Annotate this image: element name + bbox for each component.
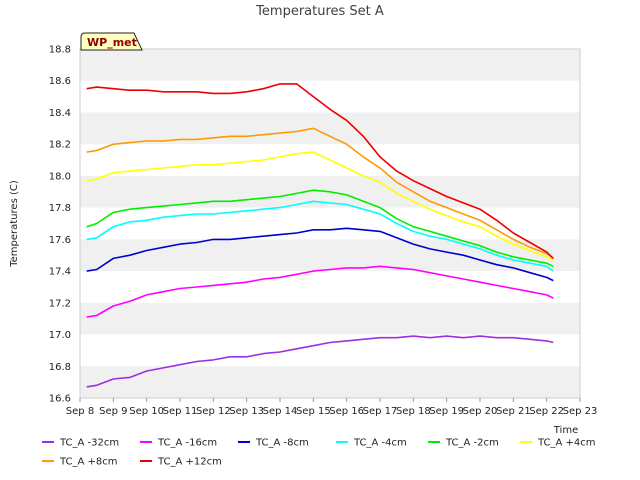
legend-label: TC_A +12cm	[157, 457, 222, 468]
y-tick-label: 18.0	[49, 171, 71, 182]
series-line	[86, 189, 554, 268]
grid-band	[80, 112, 580, 145]
x-tick-label: Sep 21	[496, 406, 531, 417]
series-line	[86, 127, 554, 260]
x-tick-label: Sep 16	[329, 406, 364, 417]
x-tick-label: Sep 14	[263, 406, 298, 417]
y-tick-label: 18.4	[49, 108, 71, 119]
y-tick-label: 18.2	[49, 140, 71, 151]
plot-area	[79, 48, 581, 399]
legend-label: TC_A -16cm	[157, 438, 217, 449]
y-tick-label: 17.8	[49, 203, 71, 214]
y-axis-label: Temperatures (C)	[9, 180, 20, 268]
y-tick-label: 18.6	[49, 76, 71, 87]
x-tick-label: Sep 23	[563, 406, 598, 417]
series-lines	[86, 83, 554, 388]
legend-label: TC_A -2cm	[445, 438, 499, 449]
y-axis-ticks: 16.6 16.8 17.0 17.2 17.4 17.6 17.8 18.0 18.2 18.4…	[49, 45, 71, 405]
station-badge: WP_met	[80, 32, 143, 51]
x-tick-label: Sep 17	[363, 406, 398, 417]
y-tick-label: 16.6	[49, 394, 71, 405]
series-line	[86, 227, 554, 282]
x-tick-label: Sep 22	[529, 406, 564, 417]
grid-band	[80, 49, 580, 81]
legend-label: TC_A -8cm	[255, 438, 309, 449]
chart-title: Temperatures Set A	[255, 4, 384, 19]
legend-label: TC_A +4cm	[537, 438, 596, 449]
y-tick-label: 17.2	[49, 298, 71, 309]
y-tick-label: 17.4	[49, 267, 71, 278]
series-line	[86, 265, 554, 318]
x-tick-label: Sep 12	[196, 406, 231, 417]
x-tick-label: Sep 11	[163, 406, 198, 417]
x-tick-label: Sep 10	[129, 406, 164, 417]
badge-shape	[80, 32, 143, 51]
y-tick-label: 17.0	[49, 330, 71, 341]
series-line	[86, 83, 554, 259]
series-line	[86, 335, 554, 388]
badge-label: WP_met	[87, 36, 137, 49]
x-tick-label: Sep 18	[396, 406, 431, 417]
grid-band	[80, 302, 580, 335]
x-axis-label: Time	[553, 425, 578, 436]
y-tick-label: 18.8	[49, 45, 71, 56]
legend-label: TC_A -32cm	[59, 438, 119, 449]
legend-label: TC_A -4cm	[353, 438, 407, 449]
y-tick-label: 17.6	[49, 235, 71, 246]
x-tick-label: Sep 8	[66, 406, 94, 417]
grid-band	[80, 366, 580, 398]
x-tick-label: Sep 13	[229, 406, 264, 417]
y-tick-label: 16.8	[49, 362, 71, 373]
series-line	[86, 200, 554, 272]
x-tick-label: Sep 15	[296, 406, 331, 417]
series-line	[86, 151, 554, 261]
grid-bands	[80, 49, 580, 398]
x-tick-label: Sep 20	[463, 406, 498, 417]
x-tick-label: Sep 19	[429, 406, 464, 417]
legend: TC_A -32cm TC_A -16cm TC_A -8cm TC_A -4cm TC…	[42, 438, 596, 468]
legend-label: TC_A +8cm	[59, 457, 118, 468]
x-tick-label: Sep 9	[99, 406, 127, 417]
